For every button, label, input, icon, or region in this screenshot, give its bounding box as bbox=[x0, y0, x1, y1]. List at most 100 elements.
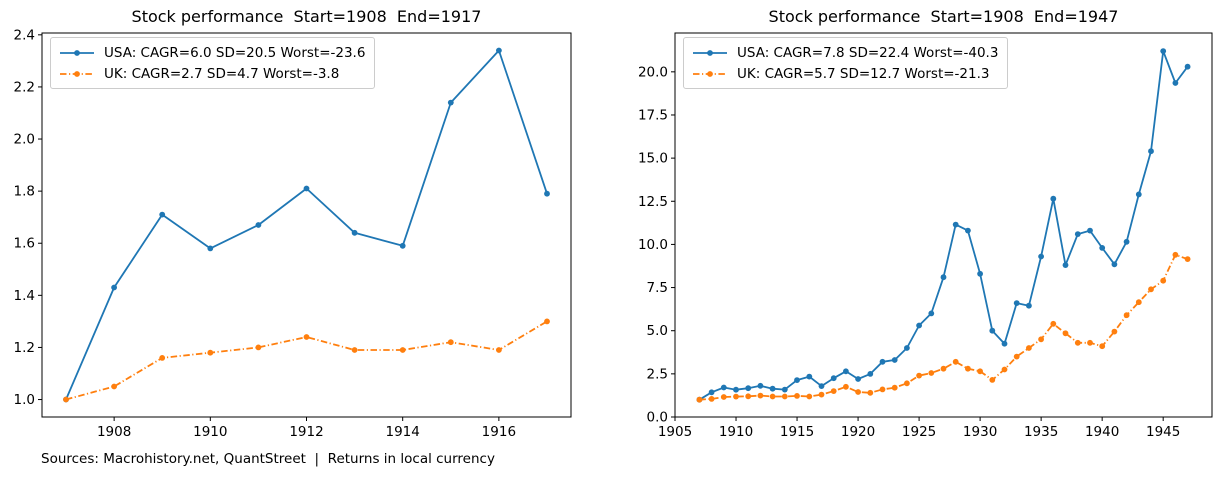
data-point-marker bbox=[855, 389, 861, 395]
y-tick-label: 1.8 bbox=[14, 184, 35, 200]
data-point-marker bbox=[745, 393, 752, 400]
x-tick-label: 1905 bbox=[658, 424, 692, 440]
data-point-marker bbox=[1099, 245, 1106, 251]
data-point-marker bbox=[733, 393, 739, 400]
plot-area: 1908 1910 1912 1914 1916 1.0 1.2 1.4 1.6 1.8 2.0 2.… bbox=[14, 27, 572, 440]
data-point-marker bbox=[1123, 312, 1130, 319]
data-point-marker bbox=[879, 358, 886, 365]
data-point-marker bbox=[111, 383, 117, 390]
data-point-marker bbox=[351, 347, 358, 353]
x-tick-label: 1935 bbox=[1024, 424, 1058, 440]
data-point-marker bbox=[757, 392, 764, 399]
data-point-marker bbox=[904, 345, 910, 351]
data-point-marker bbox=[255, 222, 262, 228]
series-line bbox=[698, 50, 1189, 401]
y-tick-label: 0.0 bbox=[647, 410, 668, 426]
data-point-marker bbox=[447, 339, 454, 346]
data-point-marker bbox=[806, 393, 813, 400]
data-point-marker bbox=[916, 322, 922, 329]
data-point-marker bbox=[1062, 330, 1069, 337]
legend-item: USA: CAGR=7.8 SD=22.4 Worst=-40.3 bbox=[691, 42, 998, 63]
y-tick-label: 1.2 bbox=[14, 340, 35, 356]
x-tick-label: 1912 bbox=[289, 424, 323, 440]
x-tick-label: 1945 bbox=[1146, 424, 1180, 440]
data-point-marker bbox=[965, 365, 971, 372]
data-point-marker bbox=[303, 334, 310, 340]
data-point-marker bbox=[818, 383, 825, 389]
data-point-marker bbox=[544, 190, 550, 197]
data-point-marker bbox=[1062, 262, 1069, 268]
data-point-marker bbox=[830, 388, 837, 394]
data-point-marker bbox=[1160, 277, 1167, 284]
data-point-marker bbox=[1013, 300, 1020, 306]
x-tick-label: 1910 bbox=[193, 424, 227, 440]
data-point-marker bbox=[696, 396, 703, 403]
data-point-marker bbox=[1184, 256, 1191, 262]
data-point-marker bbox=[769, 393, 776, 400]
legend-dashdot-line-sample bbox=[60, 70, 94, 77]
legend: USA: CAGR=6.0 SD=20.5 Worst=-23.6 UK: CAG… bbox=[50, 37, 376, 89]
x-tick-label: 1915 bbox=[780, 424, 814, 440]
data-point-marker bbox=[781, 386, 788, 393]
data-point-marker bbox=[255, 344, 262, 351]
data-point-marker bbox=[952, 358, 959, 365]
data-point-marker bbox=[952, 221, 959, 228]
data-point-marker bbox=[1148, 286, 1154, 293]
data-point-marker bbox=[1172, 80, 1179, 86]
chart-stock-performance-1908-1947: 1905 1910 1915 1920 1925 1930 1935 1940 1945 0.0 2… bbox=[607, 0, 1214, 477]
data-point-marker bbox=[544, 318, 550, 325]
data-point-marker bbox=[1099, 343, 1106, 350]
legend-label: USA: CAGR=7.8 SD=22.4 Worst=-40.3 bbox=[737, 44, 999, 61]
legend-label: UK: CAGR=2.7 SD=4.7 Worst=-3.8 bbox=[104, 65, 340, 82]
x-tick-label: 1910 bbox=[719, 424, 753, 440]
data-point-marker bbox=[496, 47, 502, 54]
data-point-marker bbox=[891, 384, 898, 391]
y-tick-label: 1.6 bbox=[14, 236, 35, 252]
data-point-marker bbox=[867, 371, 874, 377]
y-tick-label: 2.4 bbox=[14, 27, 35, 43]
data-point-marker bbox=[399, 347, 406, 353]
chart-stock-performance-1908-1917: 1908 1910 1912 1914 1916 1.0 1.2 1.4 1.6 1.8 2.0 2.… bbox=[14, 7, 572, 440]
x-tick-label: 1914 bbox=[386, 424, 420, 440]
data-point-marker bbox=[904, 380, 910, 387]
data-point-marker bbox=[207, 245, 214, 252]
data-point-marker bbox=[399, 242, 406, 249]
x-tick-label: 1920 bbox=[841, 424, 875, 440]
data-point-marker bbox=[843, 383, 849, 390]
data-point-marker bbox=[1148, 148, 1154, 155]
data-point-marker bbox=[940, 365, 947, 372]
data-point-marker bbox=[1087, 339, 1093, 346]
data-point-marker bbox=[818, 391, 825, 398]
y-tick-label: 7.5 bbox=[647, 280, 668, 296]
data-point-marker bbox=[1026, 345, 1032, 351]
data-point-marker bbox=[708, 396, 715, 402]
data-point-marker bbox=[1001, 366, 1008, 373]
data-point-marker bbox=[891, 357, 898, 363]
data-point-marker bbox=[928, 310, 935, 317]
data-point-marker bbox=[928, 370, 935, 376]
data-point-marker bbox=[63, 396, 69, 403]
data-point-marker bbox=[1111, 328, 1118, 335]
data-point-marker bbox=[940, 274, 947, 281]
x-tick-label: 1916 bbox=[482, 424, 516, 440]
y-tick-label: 15.0 bbox=[638, 151, 668, 167]
chart-title: Stock performance Start=1908 End=1947 bbox=[768, 7, 1119, 26]
data-point-marker bbox=[794, 377, 800, 383]
y-tick-label: 17.5 bbox=[638, 107, 668, 123]
chart-title: Stock performance Start=1908 End=1917 bbox=[131, 7, 482, 26]
data-point-marker bbox=[965, 227, 971, 234]
data-point-marker bbox=[1074, 339, 1081, 346]
y-tick-label: 5.0 bbox=[647, 323, 668, 339]
data-point-marker bbox=[989, 327, 996, 334]
data-point-marker bbox=[830, 375, 837, 382]
data-point-marker bbox=[111, 284, 117, 291]
data-point-marker bbox=[1160, 48, 1167, 54]
data-point-marker bbox=[720, 394, 727, 400]
data-point-marker bbox=[989, 377, 996, 383]
y-tick-label: 20.0 bbox=[638, 64, 668, 80]
data-point-marker bbox=[757, 382, 764, 389]
legend-solid-line-sample bbox=[693, 49, 727, 56]
y-tick-label: 1.0 bbox=[14, 392, 35, 408]
data-point-marker bbox=[1087, 227, 1093, 234]
